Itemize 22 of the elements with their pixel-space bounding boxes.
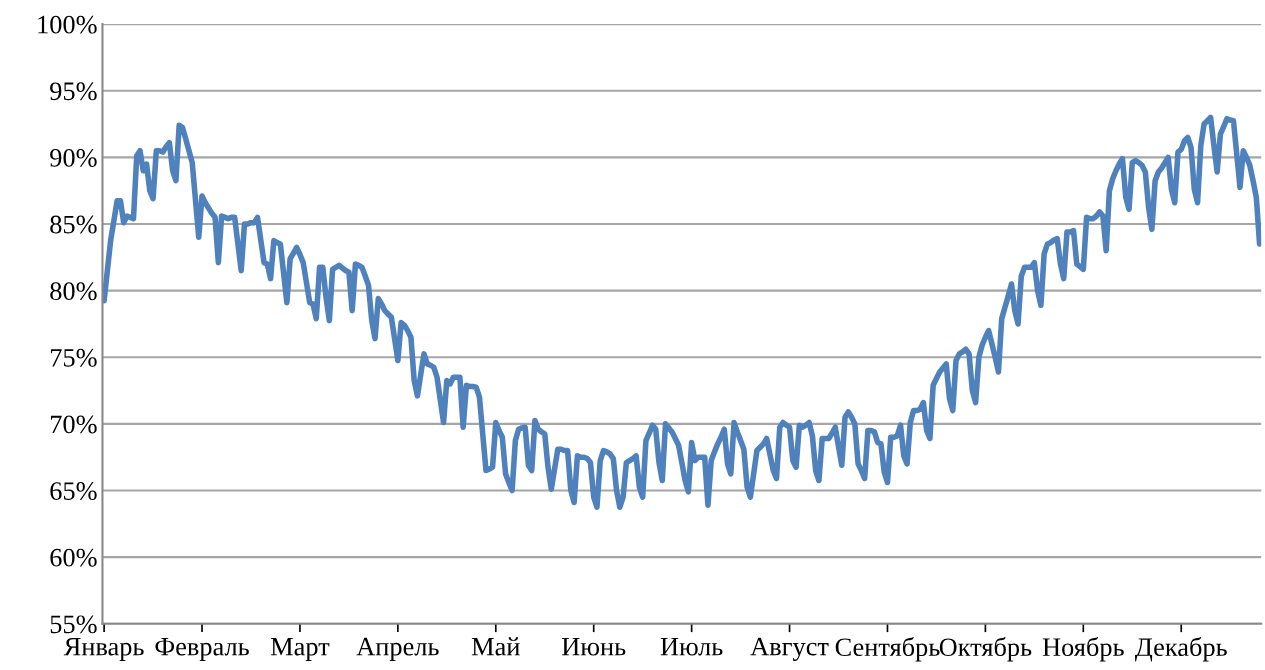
y-tick-label: 100% — [38, 15, 97, 34]
y-tick-label: 95% — [50, 82, 97, 101]
y-tick-label: 90% — [50, 148, 97, 167]
x-tick-label: Июль — [660, 638, 723, 656]
y-tick-label: 55% — [50, 615, 97, 634]
y-tick-label: 75% — [50, 348, 97, 367]
x-tick-label: Август — [750, 637, 829, 661]
y-tick-label: 65% — [50, 482, 97, 501]
x-tick-label: Декабрь — [1135, 636, 1227, 662]
x-tick-label: Сентябрь — [835, 636, 940, 662]
y-tick-label: 85% — [50, 215, 97, 234]
x-tick-label: Март — [270, 638, 330, 661]
x-tick-label: Май — [471, 637, 520, 656]
x-tick-label: Октябрь — [939, 636, 1032, 662]
x-tick-label: Февраль — [155, 638, 249, 661]
x-tick-label: Ноябрь — [1042, 636, 1124, 662]
y-tick-label: 80% — [50, 282, 97, 301]
x-tick-label: Июнь — [562, 638, 626, 656]
y-tick-label: 70% — [50, 415, 97, 434]
x-tick-label: Апрель — [356, 637, 439, 661]
y-tick-label: 60% — [50, 548, 97, 567]
x-tick-label: Январь — [63, 638, 144, 661]
